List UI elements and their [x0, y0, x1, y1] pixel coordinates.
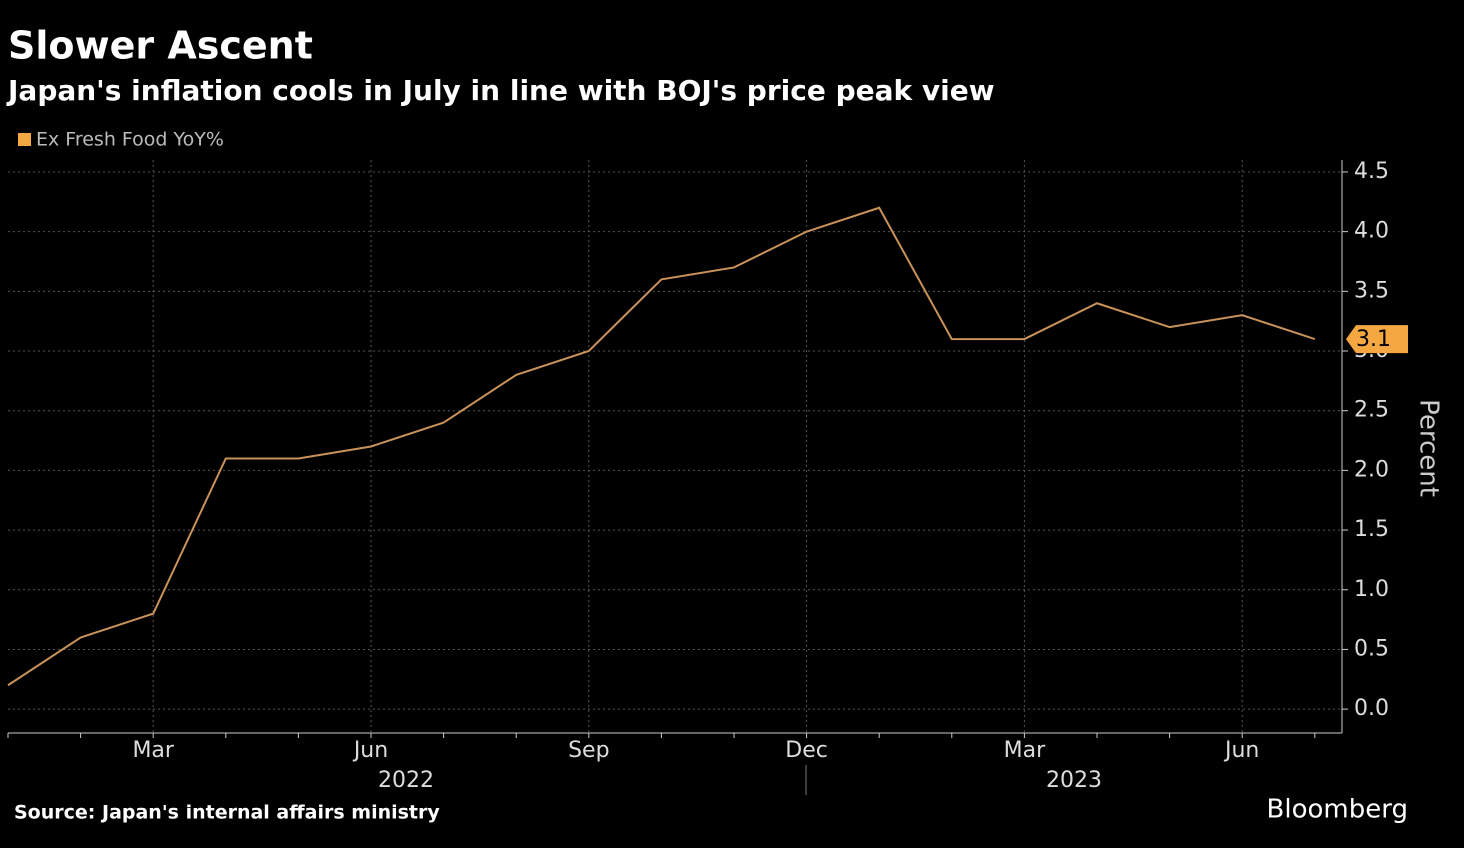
chart-title: Slower Ascent [8, 24, 313, 68]
y-tick-label: 0.5 [1354, 636, 1389, 661]
y-tick-label: 2.0 [1354, 457, 1389, 482]
x-tick-label: Mar [132, 738, 174, 763]
y-tick-label: 0.0 [1354, 696, 1389, 721]
x-year-label: 2022 [378, 768, 434, 793]
y-tick-label: 2.5 [1354, 398, 1389, 423]
series-line [7, 206, 1316, 687]
legend-swatch [18, 133, 31, 146]
chart-subtitle: Japan's inflation cools in July in line … [6, 74, 995, 107]
x-tick-label: Dec [785, 738, 828, 763]
y-tick-label: 1.5 [1354, 517, 1389, 542]
source: Source: Japan's internal affairs ministr… [14, 802, 440, 824]
brand: Bloomberg [1267, 795, 1408, 825]
y-tick-label: 3.5 [1354, 278, 1389, 303]
last-value-badge [1346, 325, 1408, 354]
x-tick-label: Mar [1004, 738, 1046, 763]
y-axis-label: Percent [1414, 399, 1444, 497]
x-tick-label: Jun [352, 738, 388, 763]
legend-label: Ex Fresh Food YoY% [36, 129, 224, 151]
x-tick-label: Sep [568, 738, 609, 763]
y-tick-label: 1.0 [1354, 577, 1389, 602]
y-tick-label: 4.5 [1354, 159, 1389, 184]
x-tick-label: Jun [1223, 738, 1259, 763]
x-year-label: 2023 [1046, 768, 1102, 793]
last-value-label: 3.1 [1356, 327, 1391, 352]
y-tick-label: 4.0 [1354, 219, 1389, 244]
